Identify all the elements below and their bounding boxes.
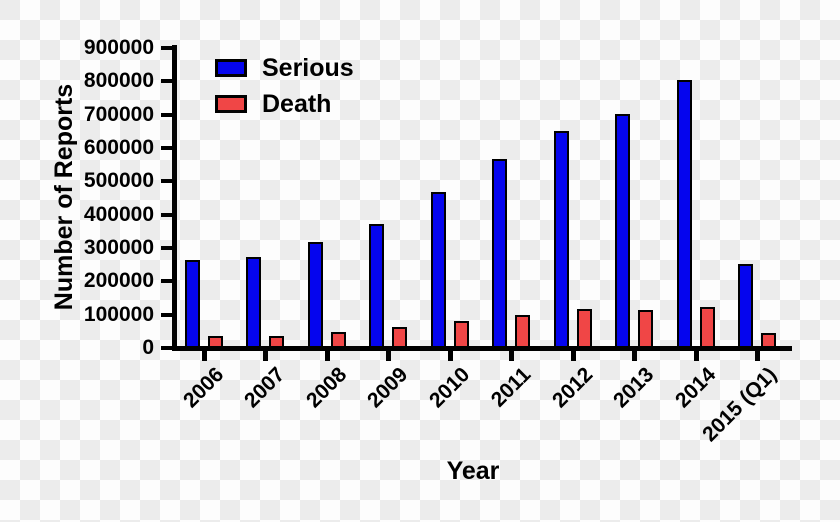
y-tick-label: 500000 bbox=[83, 169, 154, 193]
legend-label-death: Death bbox=[262, 90, 332, 118]
x-tick-mark bbox=[386, 351, 392, 361]
y-tick-label: 100000 bbox=[83, 302, 154, 326]
legend-label-serious: Serious bbox=[262, 54, 354, 82]
x-tick-mark bbox=[693, 351, 699, 361]
bar-death-2014 bbox=[699, 307, 715, 348]
bar-death-2013 bbox=[638, 309, 654, 348]
bar-serious-2010 bbox=[430, 191, 446, 348]
y-tick-label: 200000 bbox=[83, 269, 154, 293]
x-axis-line bbox=[172, 346, 792, 351]
y-tick-mark bbox=[161, 46, 173, 50]
y-tick-label: 300000 bbox=[83, 236, 154, 259]
y-tick-label: 700000 bbox=[83, 102, 154, 126]
y-tick-mark bbox=[161, 346, 173, 350]
y-tick-label: 900000 bbox=[83, 36, 154, 59]
bar-death-2011 bbox=[515, 315, 531, 348]
x-axis-title: Year bbox=[446, 457, 500, 485]
x-tick-mark bbox=[202, 351, 207, 361]
y-tick-mark bbox=[161, 212, 173, 217]
bar-serious-2006 bbox=[185, 259, 200, 348]
x-tick-mark bbox=[509, 351, 515, 361]
x-tick-mark bbox=[632, 351, 638, 361]
bar-serious-2008 bbox=[307, 242, 323, 348]
x-tick-mark bbox=[447, 351, 453, 361]
bar-serious-2007 bbox=[246, 257, 262, 348]
y-tick-mark bbox=[161, 246, 173, 250]
y-tick-label: 600000 bbox=[83, 136, 154, 159]
y-axis-line bbox=[172, 45, 177, 351]
x-tick-mark bbox=[570, 351, 576, 361]
y-tick-label: 0 bbox=[142, 336, 154, 359]
bar-death-2009 bbox=[392, 327, 408, 348]
bar-death-2012 bbox=[576, 309, 592, 348]
bar-death-2010 bbox=[453, 321, 469, 348]
x-tick-mark bbox=[324, 351, 330, 361]
bar-serious-2015Q1 bbox=[737, 264, 753, 348]
y-tick-mark bbox=[161, 179, 173, 184]
bar-serious-2013 bbox=[615, 114, 631, 348]
y-tick-label: 800000 bbox=[83, 69, 154, 93]
y-tick-mark bbox=[161, 279, 173, 284]
legend-swatch-death bbox=[215, 95, 247, 113]
y-tick-mark bbox=[161, 79, 173, 84]
legend-swatch-serious bbox=[215, 59, 247, 77]
y-tick-label: 400000 bbox=[83, 202, 154, 226]
bar-serious-2009 bbox=[369, 224, 385, 348]
bar-serious-2014 bbox=[676, 79, 692, 348]
y-tick-mark bbox=[161, 112, 173, 117]
bar-serious-2011 bbox=[492, 158, 508, 348]
y-tick-mark bbox=[161, 146, 173, 150]
y-tick-mark bbox=[161, 312, 173, 317]
x-tick-mark bbox=[263, 351, 269, 361]
x-tick-mark bbox=[754, 351, 760, 361]
bar-serious-2012 bbox=[553, 131, 569, 348]
